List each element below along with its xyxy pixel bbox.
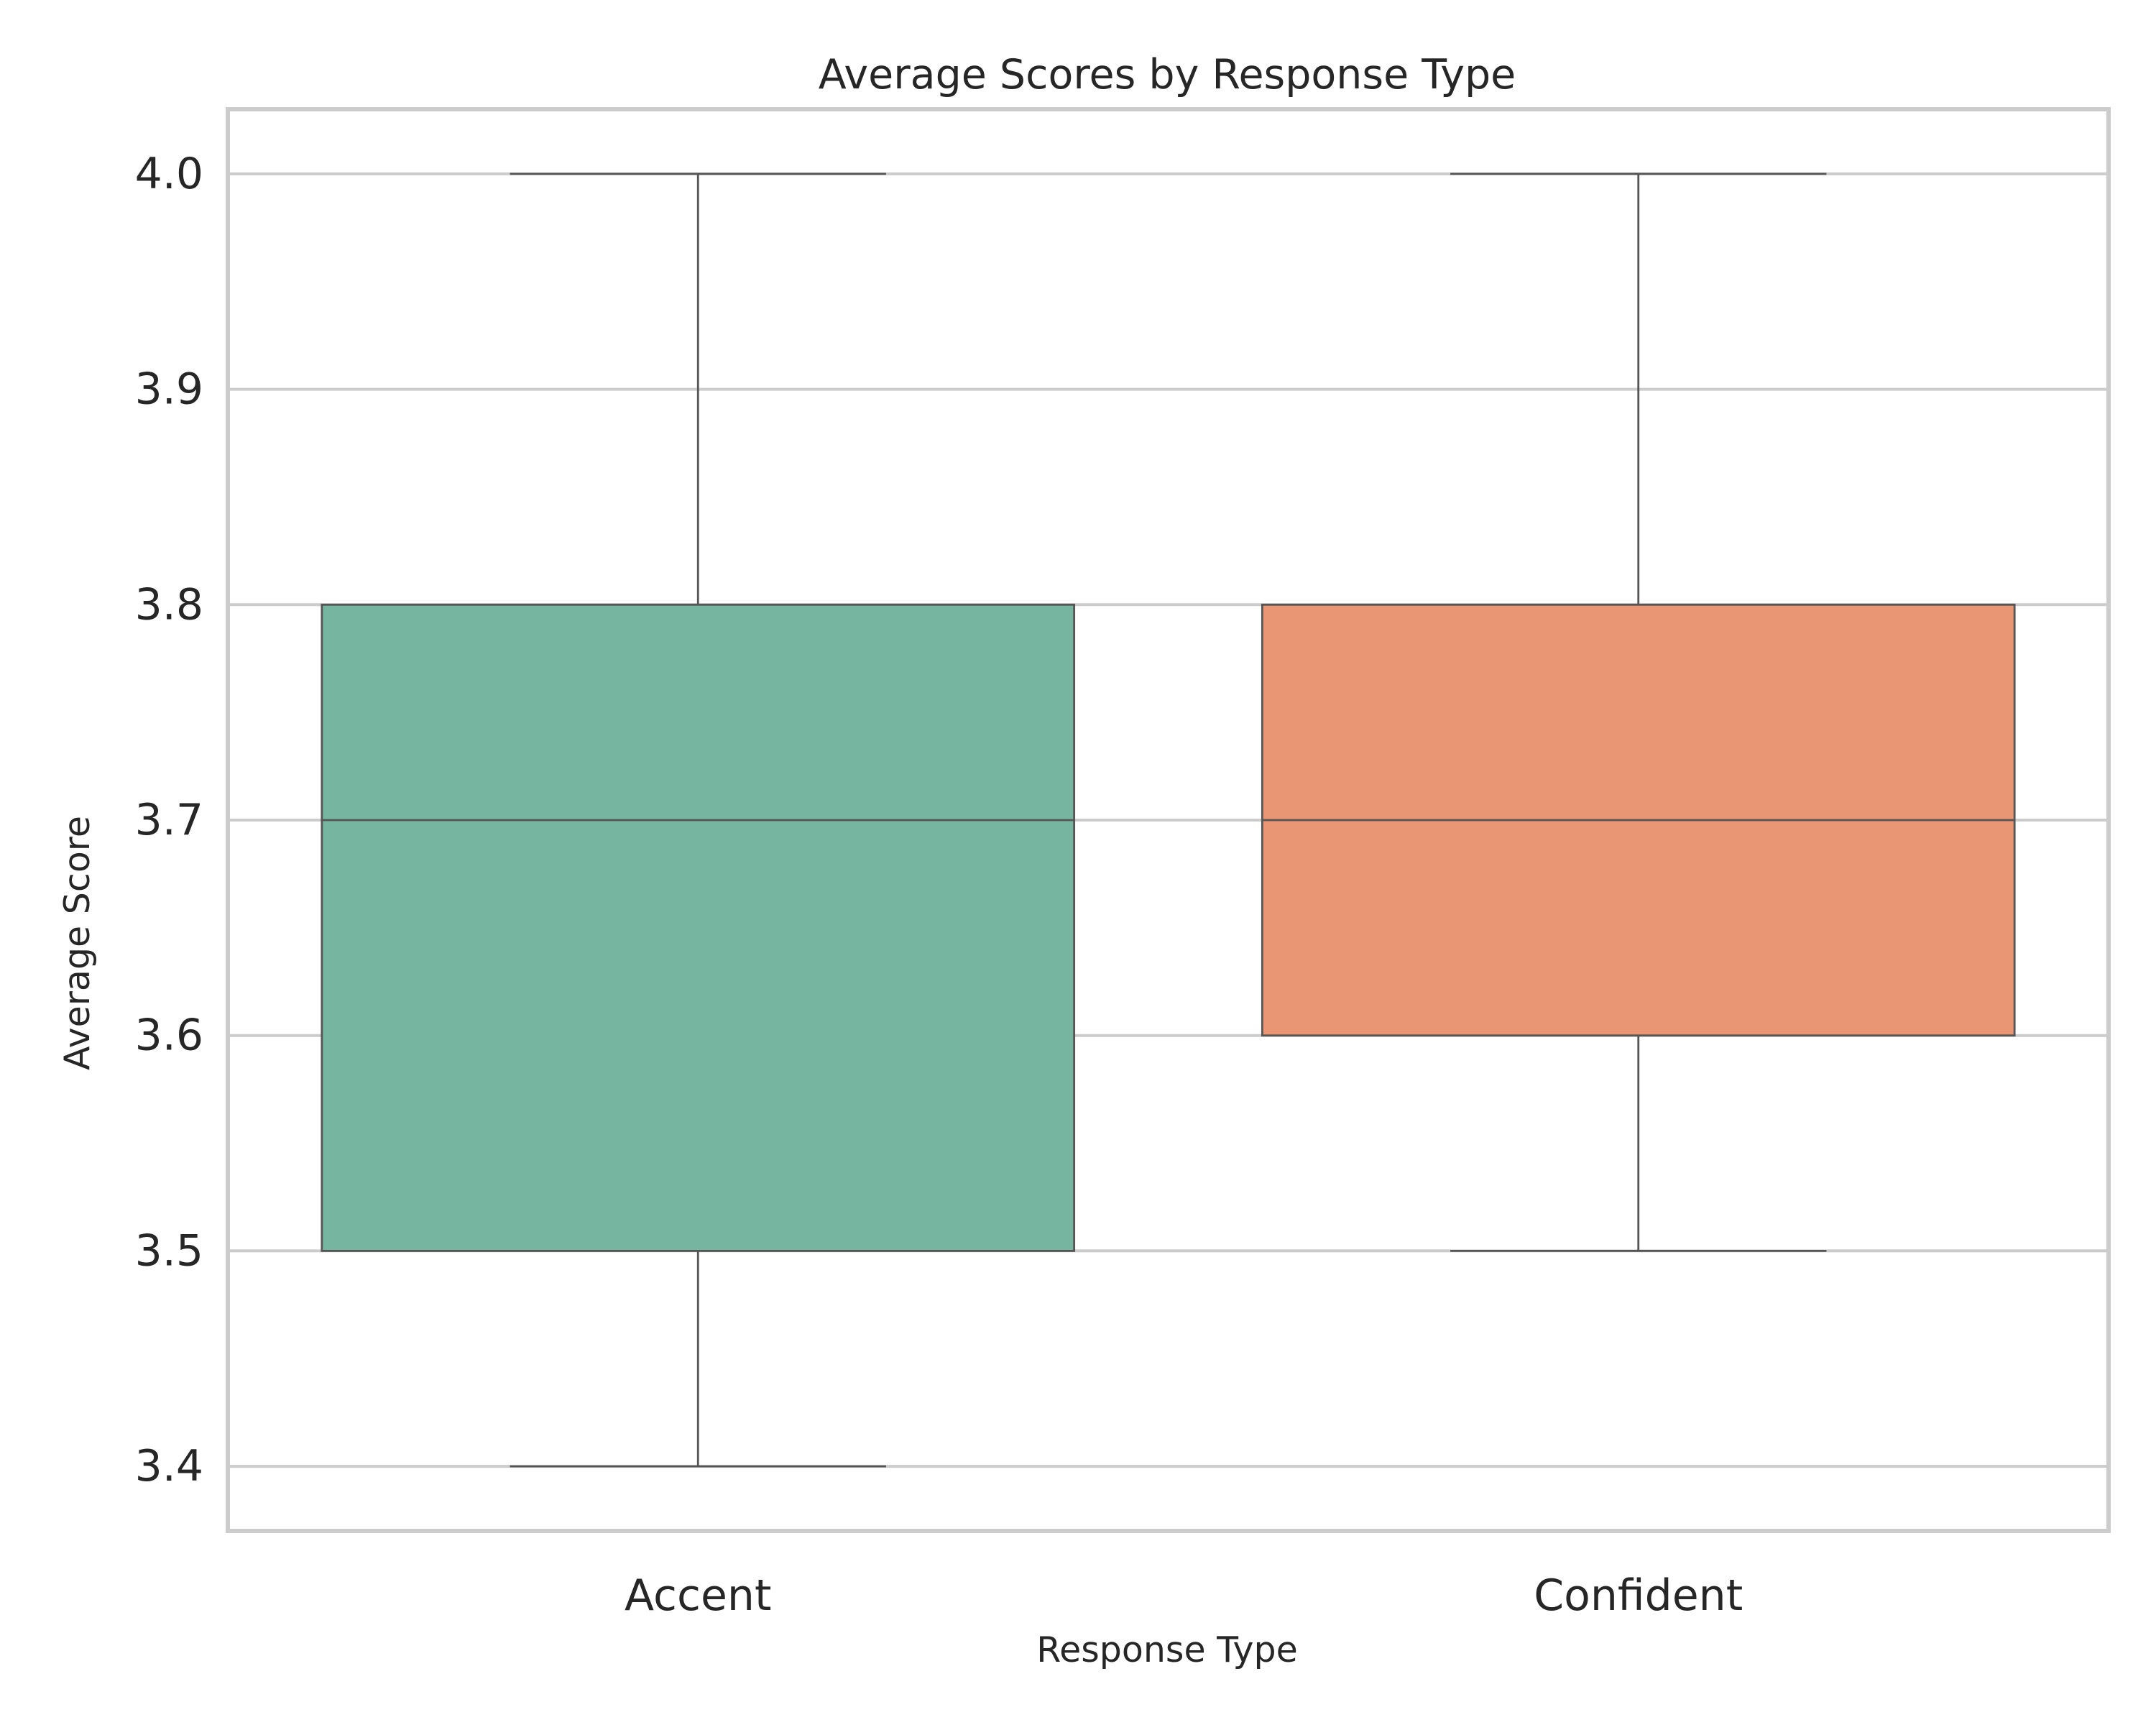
box-group-confident: [1261, 172, 2016, 1252]
box-group-accent: [321, 172, 1076, 1468]
chart-title: Average Scores by Response Type: [819, 51, 1516, 98]
x-tick-labels: Accent Confident: [625, 1570, 1743, 1621]
y-tick-label: 3.9: [135, 364, 203, 415]
y-tick-label: 4.0: [135, 149, 203, 199]
plot-frame: [226, 107, 2111, 1533]
y-tick-label: 3.5: [135, 1225, 203, 1276]
x-tick-label: Confident: [1534, 1570, 1743, 1621]
iqr-box: [321, 603, 1076, 1252]
y-tick-label: 3.7: [135, 795, 203, 845]
y-tick-label: 3.4: [135, 1441, 203, 1491]
box-series: [321, 172, 2016, 1468]
y-axis-title: Average Score: [57, 816, 98, 1070]
y-tick-label: 3.6: [135, 1011, 203, 1061]
x-axis-title: Response Type: [1036, 1629, 1297, 1670]
y-tick-label: 3.8: [135, 579, 203, 630]
x-tick-label: Accent: [625, 1570, 771, 1621]
y-tick-labels: 3.4 3.5 3.6 3.7 3.8 3.9 4.0: [135, 149, 203, 1491]
